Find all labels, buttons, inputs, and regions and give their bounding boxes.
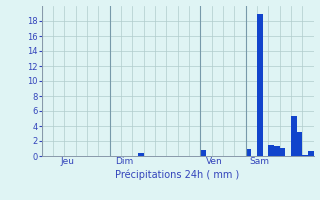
X-axis label: Précipitations 24h ( mm ): Précipitations 24h ( mm ) — [116, 169, 240, 180]
Bar — [138, 153, 144, 156]
Bar — [308, 151, 314, 156]
Bar — [280, 148, 285, 156]
Bar — [291, 116, 297, 156]
Bar — [268, 145, 274, 156]
Bar — [246, 148, 251, 156]
Bar — [274, 146, 280, 156]
Bar — [257, 14, 263, 156]
Bar — [297, 132, 302, 156]
Bar — [302, 154, 308, 156]
Bar — [200, 150, 206, 156]
